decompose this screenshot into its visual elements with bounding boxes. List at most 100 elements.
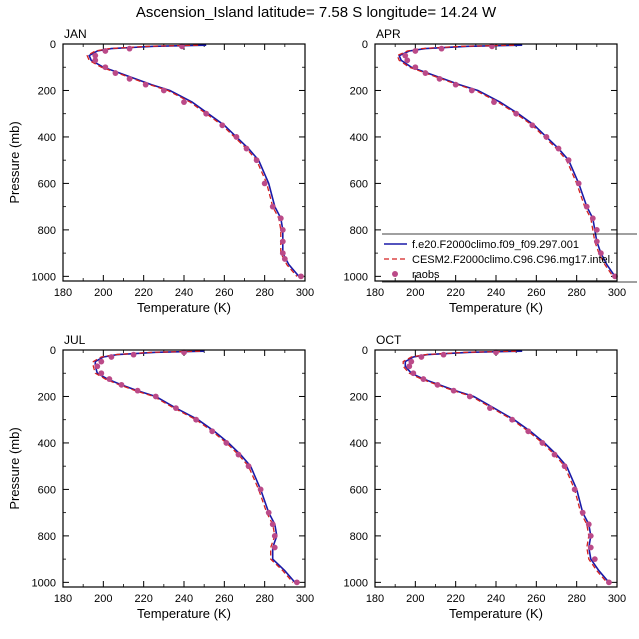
panels: JAN 180 200 220 240 260 280 300 0 200 400 600 800 100… [7,27,626,621]
y-tick-label: 1000 [32,577,56,589]
y-tick-label: 200 [38,391,56,403]
raobs-point [412,64,419,71]
raobs-point [271,532,278,539]
y-tick-label: 0 [50,39,56,51]
raobs-point [489,43,495,50]
x-tick-label: 180 [366,287,384,299]
x-axis-label: Temperature (K) [137,606,231,621]
raobs-point [466,393,473,400]
y-tick-label: 400 [38,438,56,450]
legend-swatch-marker [392,271,398,277]
raobs-point [543,134,550,140]
panel-jul: JUL 180 200 220 240 260 280 300 0 200 400 600 800 100… [7,333,314,621]
raobs-point [509,416,516,423]
raobs-point [452,81,459,88]
y-tick-label: 0 [362,345,368,357]
raobs-point [412,48,419,54]
x-tick-label: 240 [175,287,193,299]
raobs-point [406,363,413,370]
raobs-point [94,363,101,370]
panel-label: APR [376,27,401,41]
raobs-point [408,358,415,365]
x-axis-label: Temperature (K) [449,606,543,621]
raobs-point [142,81,149,88]
x-tick-label: 240 [487,593,505,605]
y-tick-label: 600 [350,484,368,496]
x-tick-label: 300 [296,593,314,605]
raobs-point [173,405,179,411]
legend-label: CESM2.F2000climo.C96.C96.mg17.intel. [412,254,613,266]
raobs-point [271,544,278,551]
raobs-point [92,52,99,59]
raobs-point [487,405,493,411]
raobs-point [436,75,443,82]
raobs-point [491,99,497,105]
raobs-point [233,134,240,140]
raobs-point [420,376,427,382]
model1-line [88,44,300,277]
y-tick-label: 400 [350,132,368,144]
y-tick-label: 800 [38,225,56,237]
plot-frame [62,43,306,282]
model1-line [94,350,296,583]
x-tick-label: 180 [54,593,72,605]
y-tick-label: 200 [350,391,368,403]
raobs-point [565,157,572,164]
raobs-point [181,99,187,105]
raobs-point [575,180,582,187]
x-tick-label: 220 [446,593,464,605]
model2-line [86,44,298,277]
raobs-point [593,226,600,233]
raobs-point [112,70,119,76]
y-tick-label: 600 [350,178,368,190]
panel-label: OCT [376,333,402,347]
raobs-point [179,43,185,50]
raobs-point [298,273,304,280]
raobs-point [98,358,105,365]
raobs-point [269,521,276,528]
raobs-point [579,509,586,516]
raobs-point [203,110,210,117]
x-axis-label: Temperature (K) [137,300,231,315]
raobs-point [561,463,568,470]
x-tick-label: 200 [406,593,424,605]
raobs-point [106,376,113,382]
raobs-point [261,180,268,187]
y-axis-label: Pressure (mb) [7,427,22,509]
raobs-point [279,226,286,233]
raobs-point [591,556,598,563]
raobs-point [525,428,532,435]
x-tick-label: 300 [608,287,626,299]
raobs-point [126,45,133,52]
y-tick-label: 400 [350,438,368,450]
x-axis-label: Temperature (K) [449,300,543,315]
y-tick-label: 1000 [344,577,368,589]
y-tick-label: 1000 [344,271,368,283]
figure-title: Ascension_Island latitude= 7.58 S longit… [136,4,497,21]
raobs-point [589,215,596,222]
x-tick-label: 260 [527,593,545,605]
x-tick-label: 180 [54,287,72,299]
raobs-point [108,354,115,360]
raobs-point [440,351,447,358]
raobs-point [253,157,260,164]
x-tick-label: 220 [446,287,464,299]
x-tick-label: 200 [406,287,424,299]
y-tick-label: 400 [38,132,56,144]
panel-oct: OCT 180 200 220 240 260 280 300 0 200 400 600 800 100… [344,333,627,621]
raobs-point [209,428,216,435]
raobs-point [245,463,252,470]
raobs-point [243,145,250,152]
raobs-point [181,349,187,356]
x-tick-label: 300 [608,593,626,605]
x-tick-label: 280 [567,287,585,299]
raobs-point [152,393,159,400]
raobs-point [539,440,546,446]
y-tick-label: 200 [38,85,56,97]
raobs-point [529,122,536,129]
x-tick-label: 260 [527,287,545,299]
raobs-point [404,57,411,64]
raobs-point [102,64,109,71]
y-tick-label: 0 [50,345,56,357]
